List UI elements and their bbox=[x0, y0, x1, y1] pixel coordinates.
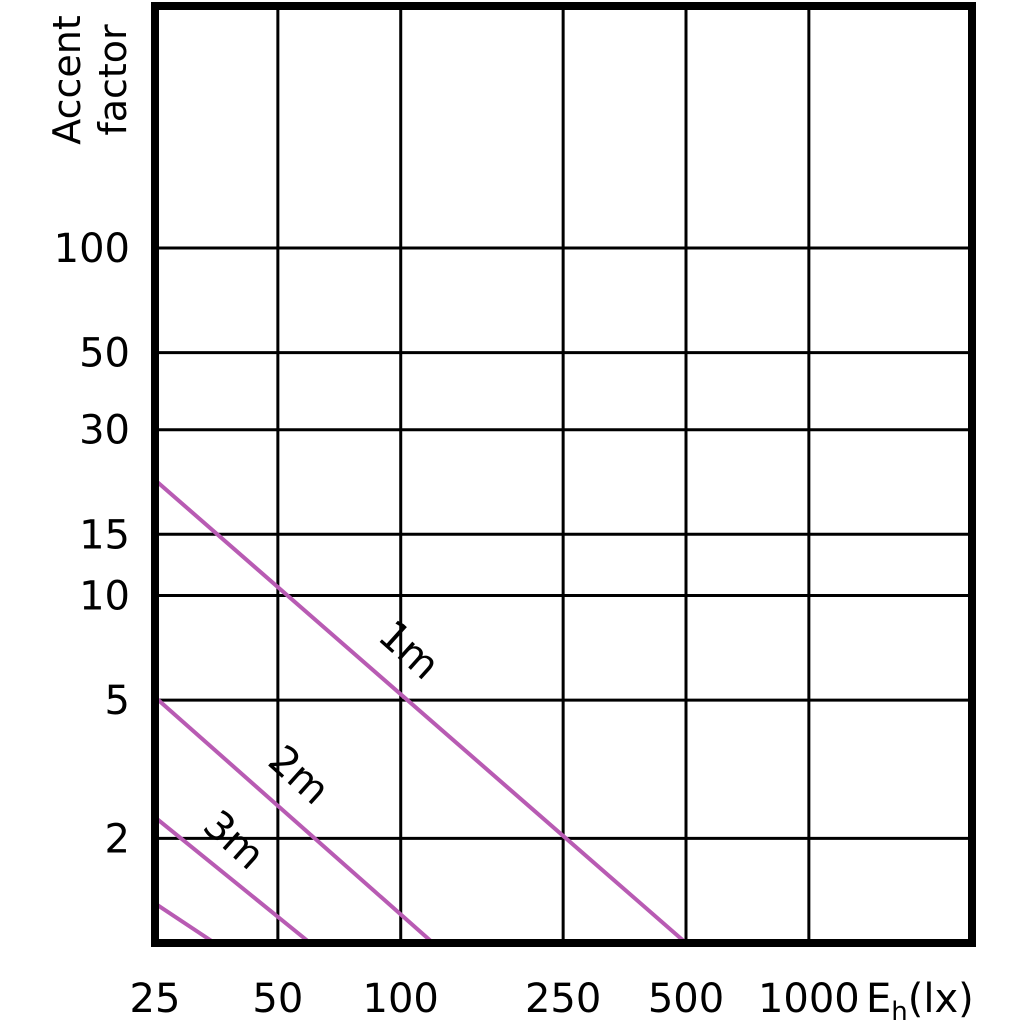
x-axis-label-main: E bbox=[866, 976, 891, 1022]
x-tick-label: 25 bbox=[130, 976, 181, 1022]
x-tick-label: 50 bbox=[252, 976, 303, 1022]
x-axis-label: Eh(lx) bbox=[866, 976, 974, 1024]
y-tick-label: 15 bbox=[79, 512, 130, 558]
y-tick-label: 2 bbox=[105, 816, 130, 862]
x-tick-labels: 25 50 100 250 500 1000 bbox=[130, 976, 860, 1022]
x-axis-label-unit: (lx) bbox=[908, 976, 974, 1022]
grid bbox=[153, 6, 972, 943]
y-tick-label: 30 bbox=[79, 408, 130, 454]
y-tick-label: 100 bbox=[54, 226, 130, 272]
curve-extra-3 bbox=[153, 901, 216, 945]
y-axis-label-line2: factor bbox=[91, 24, 135, 136]
x-tick-label: 100 bbox=[363, 976, 439, 1022]
curve-1m bbox=[153, 478, 688, 945]
y-tick-label: 10 bbox=[79, 574, 130, 620]
x-tick-label: 500 bbox=[648, 976, 724, 1022]
y-tick-label: 50 bbox=[79, 331, 130, 377]
curve-2m bbox=[153, 695, 435, 945]
x-tick-label: 250 bbox=[525, 976, 601, 1022]
x-tick-label: 1000 bbox=[758, 976, 860, 1022]
y-axis-label-line1: Accent bbox=[45, 15, 89, 144]
x-axis-label-sub: h bbox=[891, 997, 907, 1024]
curve-3m bbox=[153, 815, 312, 945]
plot-frame bbox=[151, 2, 976, 947]
y-tick-labels: 2 5 10 15 30 50 100 bbox=[54, 226, 130, 862]
curve-label-3m: 3m bbox=[194, 802, 273, 879]
y-tick-label: 5 bbox=[105, 678, 130, 724]
curves bbox=[153, 478, 688, 945]
